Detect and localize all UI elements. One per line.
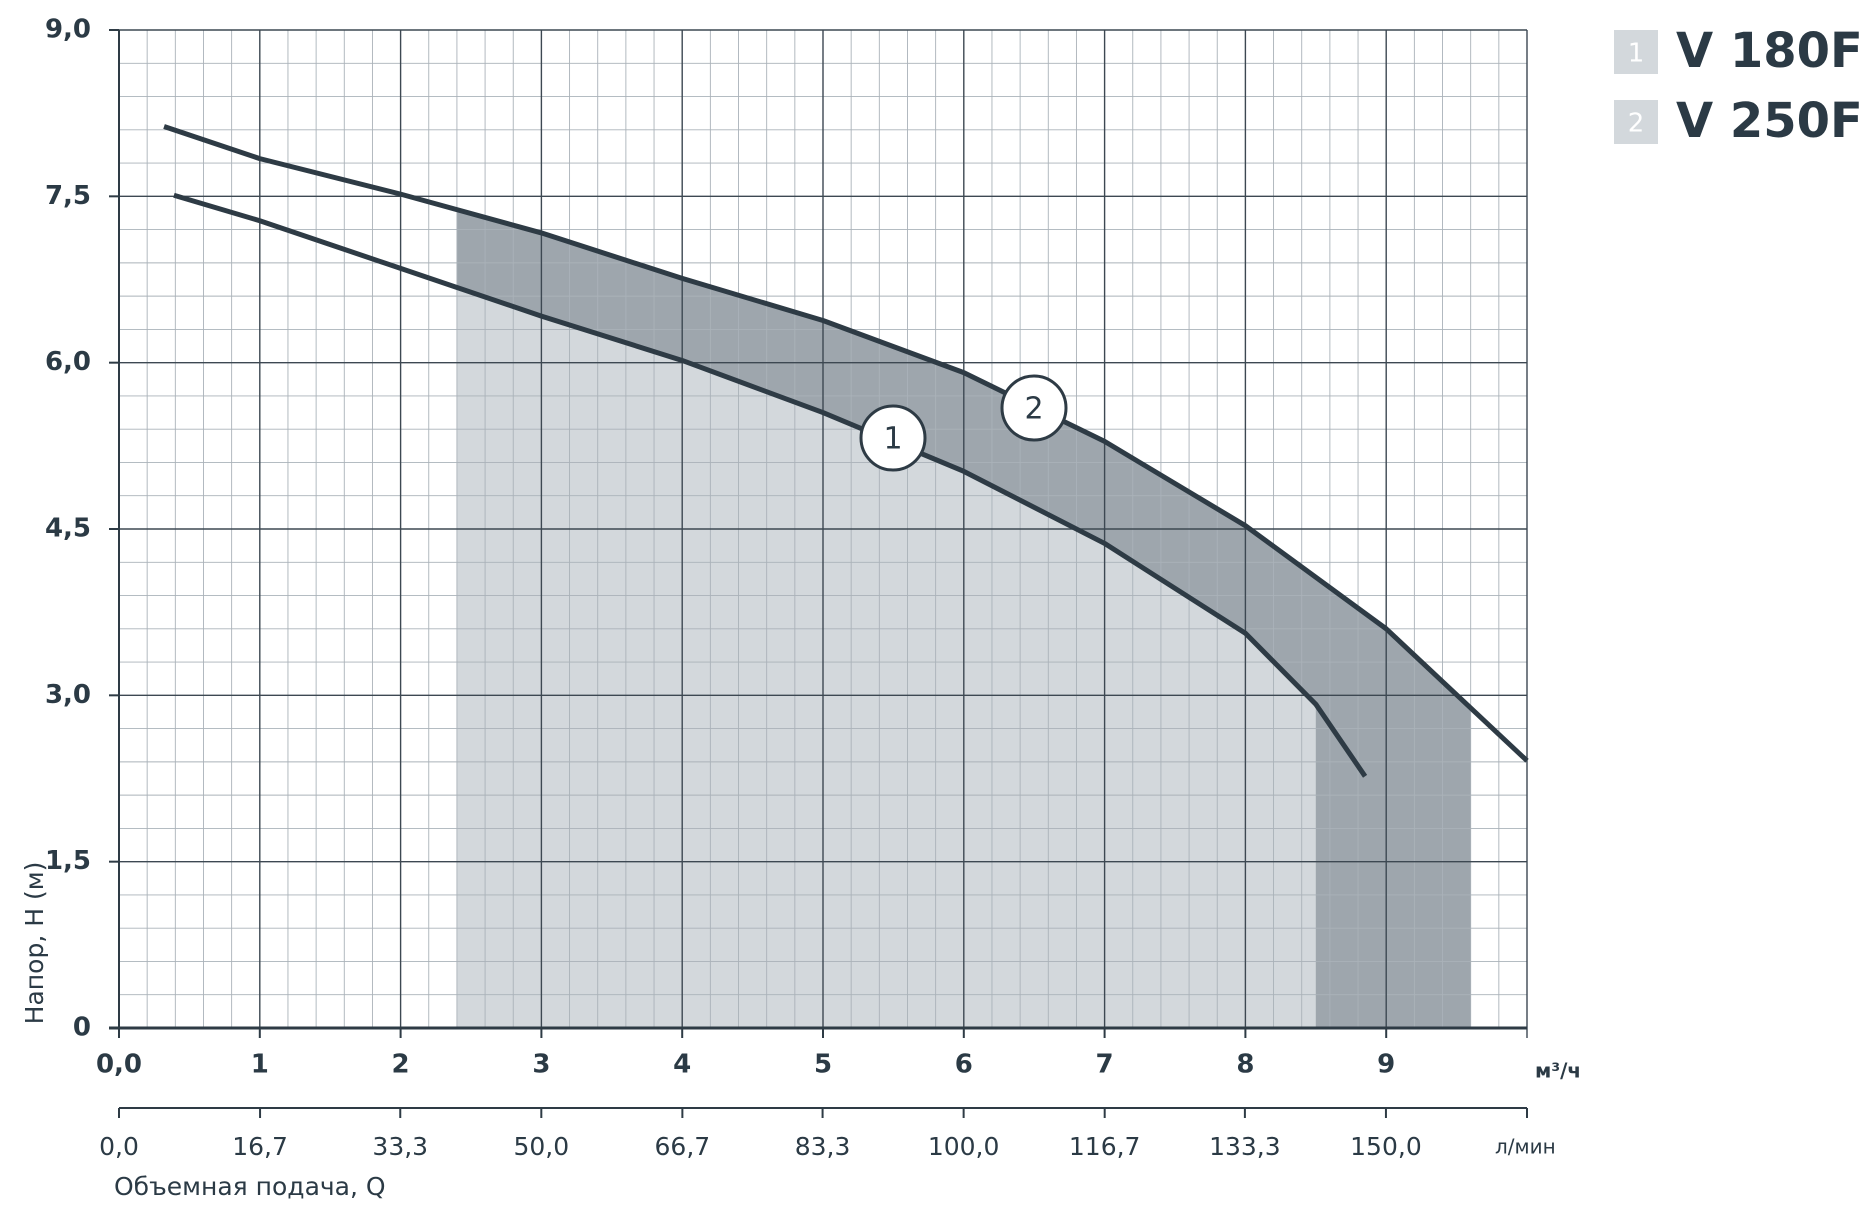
x-tick-label: 2: [392, 1050, 410, 1080]
curve-label-circle: [859, 404, 927, 472]
x-unit: м³/ч: [1535, 1059, 1581, 1083]
x-tick-label: 0,0: [96, 1050, 142, 1080]
x-tick-label: 7: [1096, 1050, 1114, 1080]
y-axis-title: Напор, H (м): [20, 862, 49, 1025]
curve-label-circle: [1000, 374, 1068, 442]
y-tick-label: 1,5: [45, 846, 91, 876]
curve-label-text: 2: [1024, 392, 1043, 427]
x2-tick-label: 66,7: [655, 1132, 711, 1161]
x-tick-label: 6: [955, 1050, 973, 1080]
y-tick-label: 7,5: [45, 181, 91, 211]
x2-tick-label: 16,7: [232, 1132, 288, 1161]
x2-tick-label: 150,0: [1350, 1132, 1422, 1161]
x-tick-label: 5: [814, 1050, 832, 1080]
x-axis-title: Объемная подача, Q: [114, 1172, 386, 1201]
x-tick-label: 4: [673, 1050, 691, 1080]
legend-swatch: [1614, 100, 1658, 144]
x2-tick-label: 83,3: [795, 1132, 851, 1161]
operating-area: [456, 287, 1316, 1028]
x-tick-label: 1: [251, 1050, 269, 1080]
x2-tick-label: 0,0: [99, 1132, 139, 1161]
curve: [173, 192, 1368, 778]
x-tick-label: 9: [1377, 1050, 1395, 1080]
x2-tick-label: 116,7: [1069, 1132, 1141, 1161]
curve: [163, 124, 1529, 763]
curve-label: 1: [859, 404, 927, 472]
legend-swatch: [1614, 30, 1658, 74]
curve-label-text: 1: [883, 422, 902, 457]
x2-tick-label: 133,3: [1209, 1132, 1281, 1161]
legend-number: 2: [1628, 109, 1645, 139]
curve-label: 2: [1000, 374, 1068, 442]
x2-tick-label: 33,3: [372, 1132, 428, 1161]
legend-label: V 250F: [1676, 93, 1862, 149]
y-tick-label: 3,0: [45, 680, 91, 710]
legend-label: V 180F: [1676, 23, 1862, 79]
y-tick-label: 0: [73, 1013, 91, 1043]
y-tick-label: 9,0: [45, 15, 91, 45]
x2-unit: л/мин: [1495, 1135, 1556, 1159]
x-tick-label: 3: [532, 1050, 550, 1080]
x2-tick-label: 50,0: [513, 1132, 569, 1161]
x-tick-label: 8: [1236, 1050, 1254, 1080]
y-tick-label: 6,0: [45, 347, 91, 377]
x2-tick-label: 100,0: [928, 1132, 1000, 1161]
legend-number: 1: [1628, 39, 1645, 69]
y-tick-label: 4,5: [45, 514, 91, 544]
